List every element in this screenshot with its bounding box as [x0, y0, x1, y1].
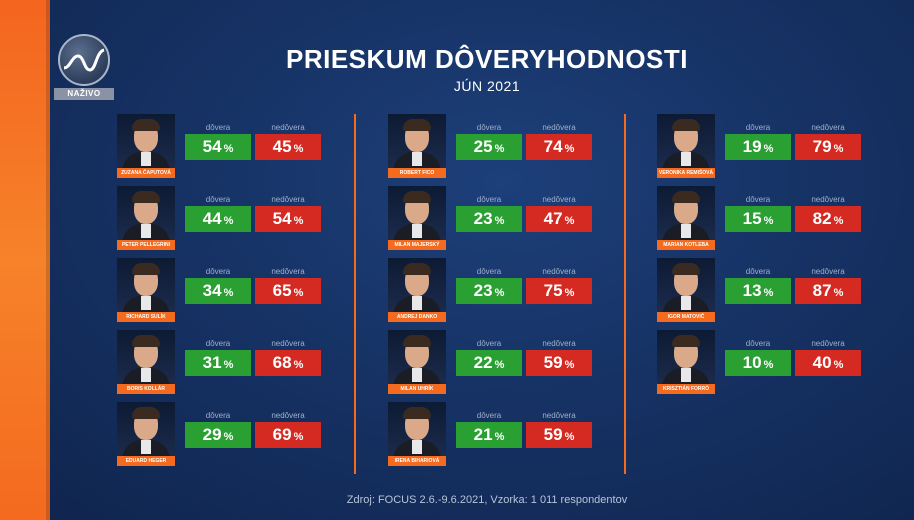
channel-logo — [54, 34, 114, 98]
logo-wave-icon — [63, 48, 105, 72]
distrust-value: 40% — [795, 350, 861, 376]
trust-value: 29% — [185, 422, 251, 448]
portrait-photo — [117, 258, 175, 316]
person-name: RICHARD SULÍK — [117, 312, 175, 322]
trust-value: 34% — [185, 278, 251, 304]
trust-label: dôvera — [476, 123, 502, 132]
portrait-photo — [657, 186, 715, 244]
distrust-label: nedôvera — [271, 411, 305, 420]
trust-label: dôvera — [476, 267, 502, 276]
portrait-photo — [657, 330, 715, 388]
trust-label: dôvera — [476, 411, 502, 420]
person-name: KRISZTIÁN FORRÓ — [657, 384, 715, 394]
trust-value: 21% — [456, 422, 522, 448]
portrait-photo — [388, 258, 446, 316]
distrust-label: nedôvera — [542, 123, 576, 132]
trust-label: dôvera — [745, 339, 771, 348]
distrust-value: 74% — [526, 134, 592, 160]
distrust-label: nedôvera — [271, 339, 305, 348]
portrait-photo — [388, 186, 446, 244]
portrait-photo — [657, 258, 715, 316]
distrust-label: nedôvera — [542, 267, 576, 276]
person-name: BORIS KOLLÁR — [117, 384, 175, 394]
distrust-value: 47% — [526, 206, 592, 232]
distrust-value: 69% — [255, 422, 321, 448]
portrait-photo — [117, 114, 175, 172]
column-divider — [624, 114, 626, 474]
trust-value: 44% — [185, 206, 251, 232]
trust-label: dôvera — [205, 339, 231, 348]
trust-label: dôvera — [205, 123, 231, 132]
trust-value: 15% — [725, 206, 791, 232]
trust-value: 19% — [725, 134, 791, 160]
person-name: VERONIKA REMIŠOVÁ — [657, 168, 715, 178]
distrust-label: nedôvera — [811, 267, 845, 276]
trust-value: 23% — [456, 278, 522, 304]
distrust-label: nedôvera — [542, 195, 576, 204]
portrait-photo — [388, 114, 446, 172]
page-title: PRIESKUM DÔVERYHODNOSTI — [285, 44, 689, 74]
person-name: MILAN UHRÍK — [388, 384, 446, 394]
person-name: ROBERT FICO — [388, 168, 446, 178]
portrait-photo — [117, 186, 175, 244]
distrust-value: 68% — [255, 350, 321, 376]
distrust-value: 45% — [255, 134, 321, 160]
distrust-label: nedôvera — [271, 123, 305, 132]
person-name: MARIAN KOTLEBA — [657, 240, 715, 250]
trust-label: dôvera — [745, 267, 771, 276]
trust-label: dôvera — [476, 339, 502, 348]
trust-value: 13% — [725, 278, 791, 304]
person-name: PETER PELLEGRINI — [117, 240, 175, 250]
distrust-label: nedôvera — [811, 339, 845, 348]
trust-label: dôvera — [476, 195, 502, 204]
distrust-label: nedôvera — [811, 195, 845, 204]
person-name: IRENA BIHARIOVÁ — [388, 456, 446, 466]
distrust-label: nedôvera — [271, 267, 305, 276]
distrust-value: 79% — [795, 134, 861, 160]
trust-value: 25% — [456, 134, 522, 160]
trust-label: dôvera — [745, 123, 771, 132]
person-name: EDUARD HEGER — [117, 456, 175, 466]
live-badge: NAŽIVO — [54, 88, 114, 100]
person-name: IGOR MATOVIČ — [657, 312, 715, 322]
trust-label: dôvera — [205, 267, 231, 276]
distrust-label: nedôvera — [811, 123, 845, 132]
distrust-label: nedôvera — [271, 195, 305, 204]
trust-value: 23% — [456, 206, 522, 232]
trust-label: dôvera — [745, 195, 771, 204]
person-name: MILAN MAJERSKÝ — [388, 240, 446, 250]
trust-value: 54% — [185, 134, 251, 160]
distrust-value: 59% — [526, 422, 592, 448]
person-name: ZUZANA ČAPUTOVÁ — [117, 168, 175, 178]
distrust-value: 75% — [526, 278, 592, 304]
distrust-value: 59% — [526, 350, 592, 376]
portrait-photo — [117, 402, 175, 460]
distrust-value: 65% — [255, 278, 321, 304]
portrait-photo — [657, 114, 715, 172]
distrust-value: 87% — [795, 278, 861, 304]
person-name: ANDREJ DANKO — [388, 312, 446, 322]
trust-label: dôvera — [205, 411, 231, 420]
trust-label: dôvera — [205, 195, 231, 204]
portrait-photo — [388, 402, 446, 460]
distrust-label: nedôvera — [542, 411, 576, 420]
column-divider — [354, 114, 356, 474]
portrait-photo — [117, 330, 175, 388]
orange-side-strip — [0, 0, 50, 520]
distrust-value: 82% — [795, 206, 861, 232]
source-footer: Zdroj: FOCUS 2.6.-9.6.2021, Vzorka: 1 01… — [346, 494, 628, 506]
page-subtitle: JÚN 2021 — [453, 78, 521, 94]
trust-value: 10% — [725, 350, 791, 376]
trust-value: 22% — [456, 350, 522, 376]
portrait-photo — [388, 330, 446, 388]
distrust-value: 54% — [255, 206, 321, 232]
trust-value: 31% — [185, 350, 251, 376]
distrust-label: nedôvera — [542, 339, 576, 348]
